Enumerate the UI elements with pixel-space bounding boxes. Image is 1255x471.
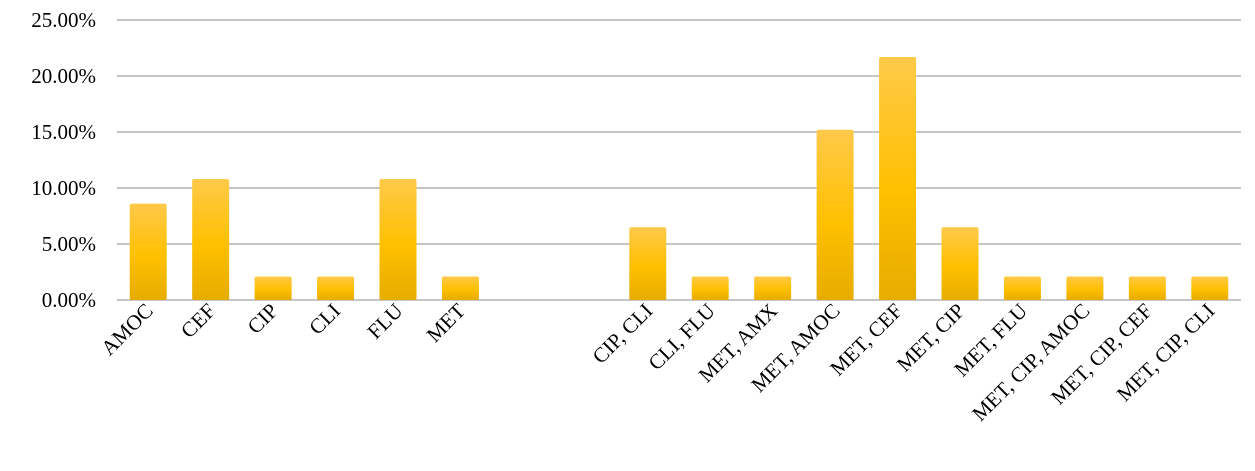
bar [691,276,729,300]
x-tick-label: CIP [243,299,283,339]
bar [379,179,417,300]
bar [1003,276,1041,300]
y-axis-tick-labels: 0.00% 5.00% 10.00% 15.00% 20.00% 25.00% [31,8,96,312]
bar [441,276,479,300]
bar [941,227,979,300]
x-tick-label: MET [422,298,470,346]
y-tick-label: 5.00% [42,232,96,256]
x-tick-label: FLU [363,299,408,344]
bar [317,276,355,300]
bar [879,56,917,301]
bar [816,129,854,300]
bar [1066,276,1104,300]
bars [129,56,1229,301]
y-tick-label: 0.00% [42,288,96,312]
bar [754,276,792,300]
x-tick-label: CLI [304,299,345,340]
x-tick-label: CEF [176,299,220,343]
bar [1191,276,1229,300]
y-tick-label: 10.00% [31,176,96,200]
bar [192,179,230,300]
y-tick-label: 20.00% [31,64,96,88]
bar [254,276,292,300]
x-tick-label: AMOC [96,299,158,361]
y-tick-label: 15.00% [31,120,96,144]
bar [629,227,667,300]
grid-lines [117,19,1241,301]
bar [129,203,167,300]
y-tick-label: 25.00% [31,8,96,32]
bar [1128,276,1166,300]
